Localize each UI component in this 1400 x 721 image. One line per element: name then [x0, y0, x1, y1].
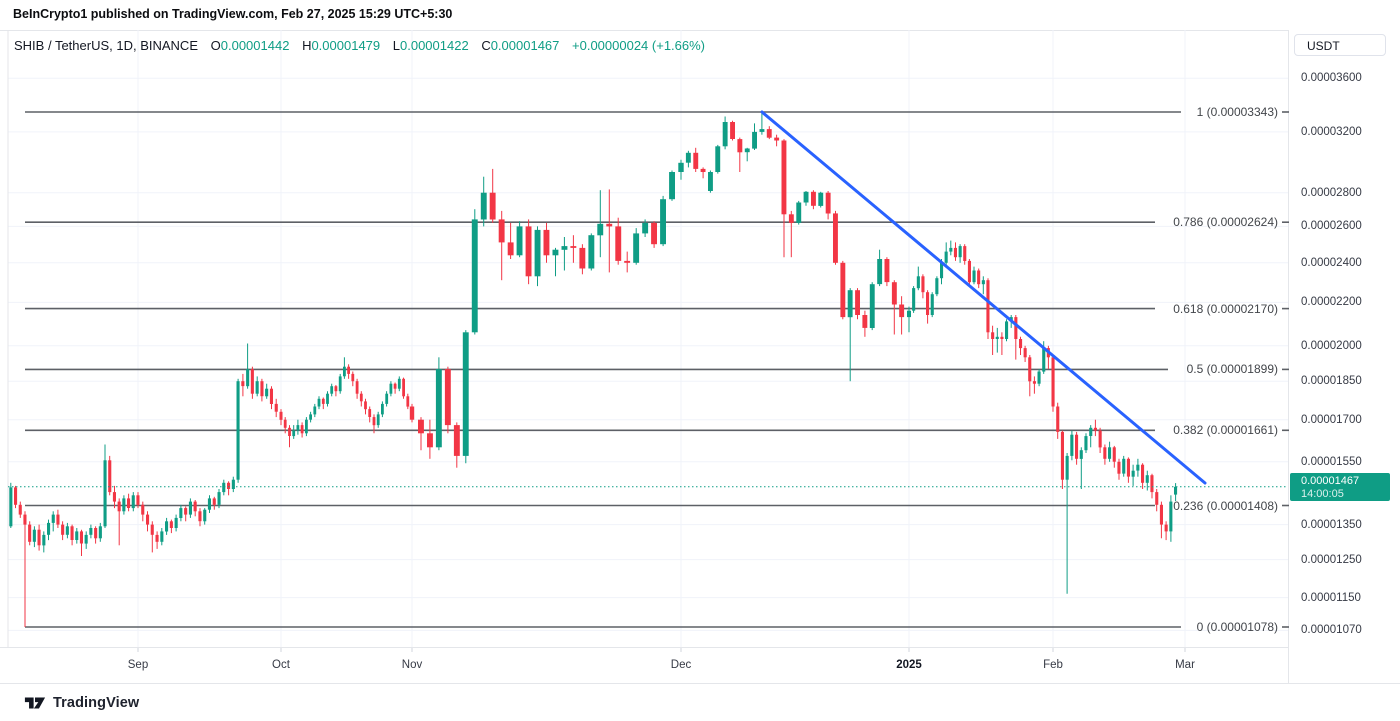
fib-level-label: 0.5 (0.00001899) — [1186, 362, 1278, 377]
time-axis-label: Sep — [127, 659, 149, 671]
fib-level-label: 0 (0.00001078) — [1196, 620, 1278, 634]
close-value: 0.00001467 — [490, 38, 560, 53]
fib-level-label: 0.618 (0.00002170) — [1173, 301, 1278, 316]
price-axis[interactable]: USDT 0.00003600 0.00003200 0.00002800 0.000… — [1289, 30, 1400, 683]
open-label: O — [210, 38, 221, 53]
fib-level-label: 0.786 (0.00002624) — [1173, 215, 1278, 230]
currency-toggle-button[interactable]: USDT — [1294, 34, 1386, 56]
price-axis-label: 0.00003200 — [1301, 125, 1362, 138]
current-price-badge: 0.00001467 14:00:05 — [1290, 472, 1390, 501]
candles — [9, 112, 1178, 627]
price-axis-label: 0.00002400 — [1301, 256, 1362, 269]
close-label: C — [481, 38, 491, 53]
time-axis-label: Dec — [670, 659, 692, 671]
price-axis-label: 0.00003600 — [1301, 72, 1362, 85]
price-axis-label: 0.00001070 — [1301, 624, 1362, 637]
low-value: 0.00001422 — [400, 38, 469, 53]
time-axis-divider — [0, 647, 1400, 648]
symbol-title[interactable]: SHIB / TetherUS, 1D, BINANCE — [14, 38, 198, 53]
fib-level-label: 1 (0.00003343) — [1196, 105, 1278, 119]
fib-level-label: 0.382 (0.00001661) — [1173, 423, 1278, 438]
grid-lines — [8, 30, 1288, 647]
time-axis-label: Mar — [1175, 659, 1195, 671]
time-axis-tickmarks — [137, 648, 1186, 652]
footer-divider — [0, 683, 1400, 684]
open-value: 0.00001442 — [220, 38, 290, 53]
price-axis-divider — [1288, 30, 1289, 683]
price-axis-label: 0.00002800 — [1301, 186, 1362, 199]
high-value: 0.00001479 — [311, 38, 381, 53]
tradingview-icon — [24, 697, 46, 709]
price-axis-label: 0.00002600 — [1301, 220, 1362, 233]
high-label: H — [302, 38, 312, 53]
header-bar: BeInCrypto1 published on TradingView.com… — [0, 0, 1400, 30]
tradingview-logo[interactable]: TradingView — [53, 695, 140, 711]
chart-legend: SHIB / TetherUS, 1D, BINANCE O0.00001442… — [14, 38, 705, 53]
current-price-value: 0.00001467 — [1301, 474, 1360, 487]
low-label: L — [392, 38, 400, 53]
time-axis-label: Oct — [272, 659, 290, 671]
price-axis-label: 0.00002200 — [1301, 296, 1362, 309]
time-axis-label: Nov — [401, 659, 423, 671]
time-axis-label: Feb — [1043, 659, 1063, 671]
header-divider — [0, 30, 1400, 31]
price-axis-label: 0.00001700 — [1301, 413, 1362, 426]
change-value: +0.00000024 (+1.66%) — [572, 38, 706, 53]
price-axis-label: 0.00001150 — [1301, 591, 1361, 604]
price-axis-label: 0.00001850 — [1301, 375, 1362, 388]
time-axis-label: 2025 — [896, 659, 922, 671]
fib-retracement-drawing[interactable] — [25, 111, 1290, 628]
countdown-timer: 14:00:05 — [1301, 487, 1344, 500]
fib-level-label: 0.236 (0.00001408) — [1173, 498, 1278, 513]
attribution-text: BeInCrypto1 published on TradingView.com… — [13, 7, 453, 21]
footer: TradingView — [24, 694, 139, 712]
price-axis-label: 0.00001550 — [1301, 455, 1362, 468]
price-axis-label: 0.00002000 — [1301, 339, 1362, 352]
price-axis-label: 0.00001350 — [1301, 518, 1362, 531]
trendline-drawing[interactable] — [760, 110, 1207, 485]
price-axis-label: 0.00001250 — [1301, 553, 1362, 566]
time-axis[interactable]: Sep Oct Nov Dec 2025 Feb Mar — [0, 647, 1288, 683]
